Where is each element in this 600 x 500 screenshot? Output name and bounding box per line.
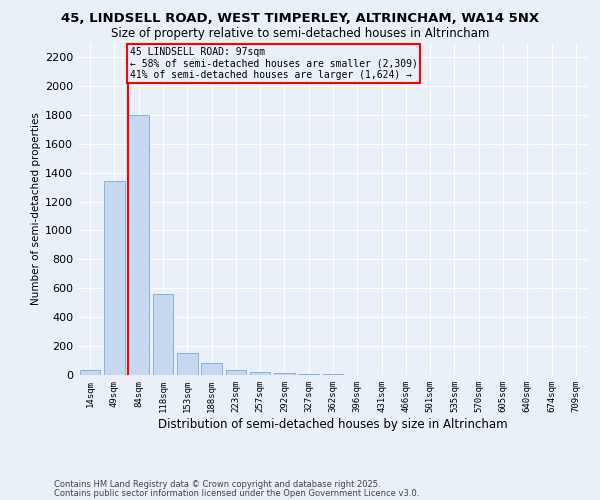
Bar	[177, 354, 197, 375]
X-axis label: Distribution of semi-detached houses by size in Altrincham: Distribution of semi-detached houses by …	[158, 418, 508, 430]
Bar	[226, 370, 246, 375]
Bar	[128, 115, 149, 375]
Text: Size of property relative to semi-detached houses in Altrincham: Size of property relative to semi-detach…	[111, 28, 489, 40]
Bar	[250, 372, 271, 375]
Bar	[323, 374, 343, 375]
Text: Contains public sector information licensed under the Open Government Licence v3: Contains public sector information licen…	[54, 489, 419, 498]
Y-axis label: Number of semi-detached properties: Number of semi-detached properties	[31, 112, 41, 305]
Bar	[104, 182, 125, 375]
Bar	[298, 374, 319, 375]
Text: 45, LINDSELL ROAD, WEST TIMPERLEY, ALTRINCHAM, WA14 5NX: 45, LINDSELL ROAD, WEST TIMPERLEY, ALTRI…	[61, 12, 539, 26]
Bar	[274, 373, 295, 375]
Bar	[201, 364, 222, 375]
Text: 45 LINDSELL ROAD: 97sqm
← 58% of semi-detached houses are smaller (2,309)
41% of: 45 LINDSELL ROAD: 97sqm ← 58% of semi-de…	[130, 47, 418, 80]
Bar	[152, 294, 173, 375]
Text: Contains HM Land Registry data © Crown copyright and database right 2025.: Contains HM Land Registry data © Crown c…	[54, 480, 380, 489]
Bar	[80, 370, 100, 375]
